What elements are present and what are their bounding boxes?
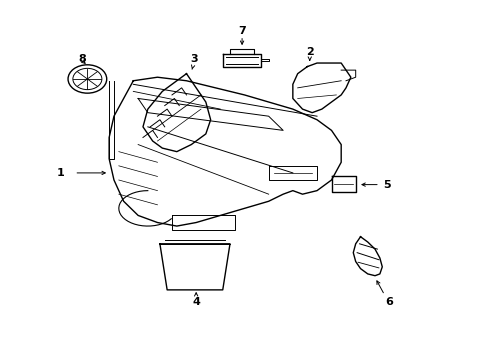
Text: 3: 3 (189, 54, 197, 64)
Text: 8: 8 (79, 54, 86, 64)
Text: 7: 7 (238, 26, 245, 36)
Text: 5: 5 (383, 180, 390, 190)
Text: 4: 4 (192, 297, 200, 307)
Text: 1: 1 (57, 168, 64, 178)
Text: 6: 6 (385, 297, 393, 307)
Text: 2: 2 (305, 48, 313, 57)
